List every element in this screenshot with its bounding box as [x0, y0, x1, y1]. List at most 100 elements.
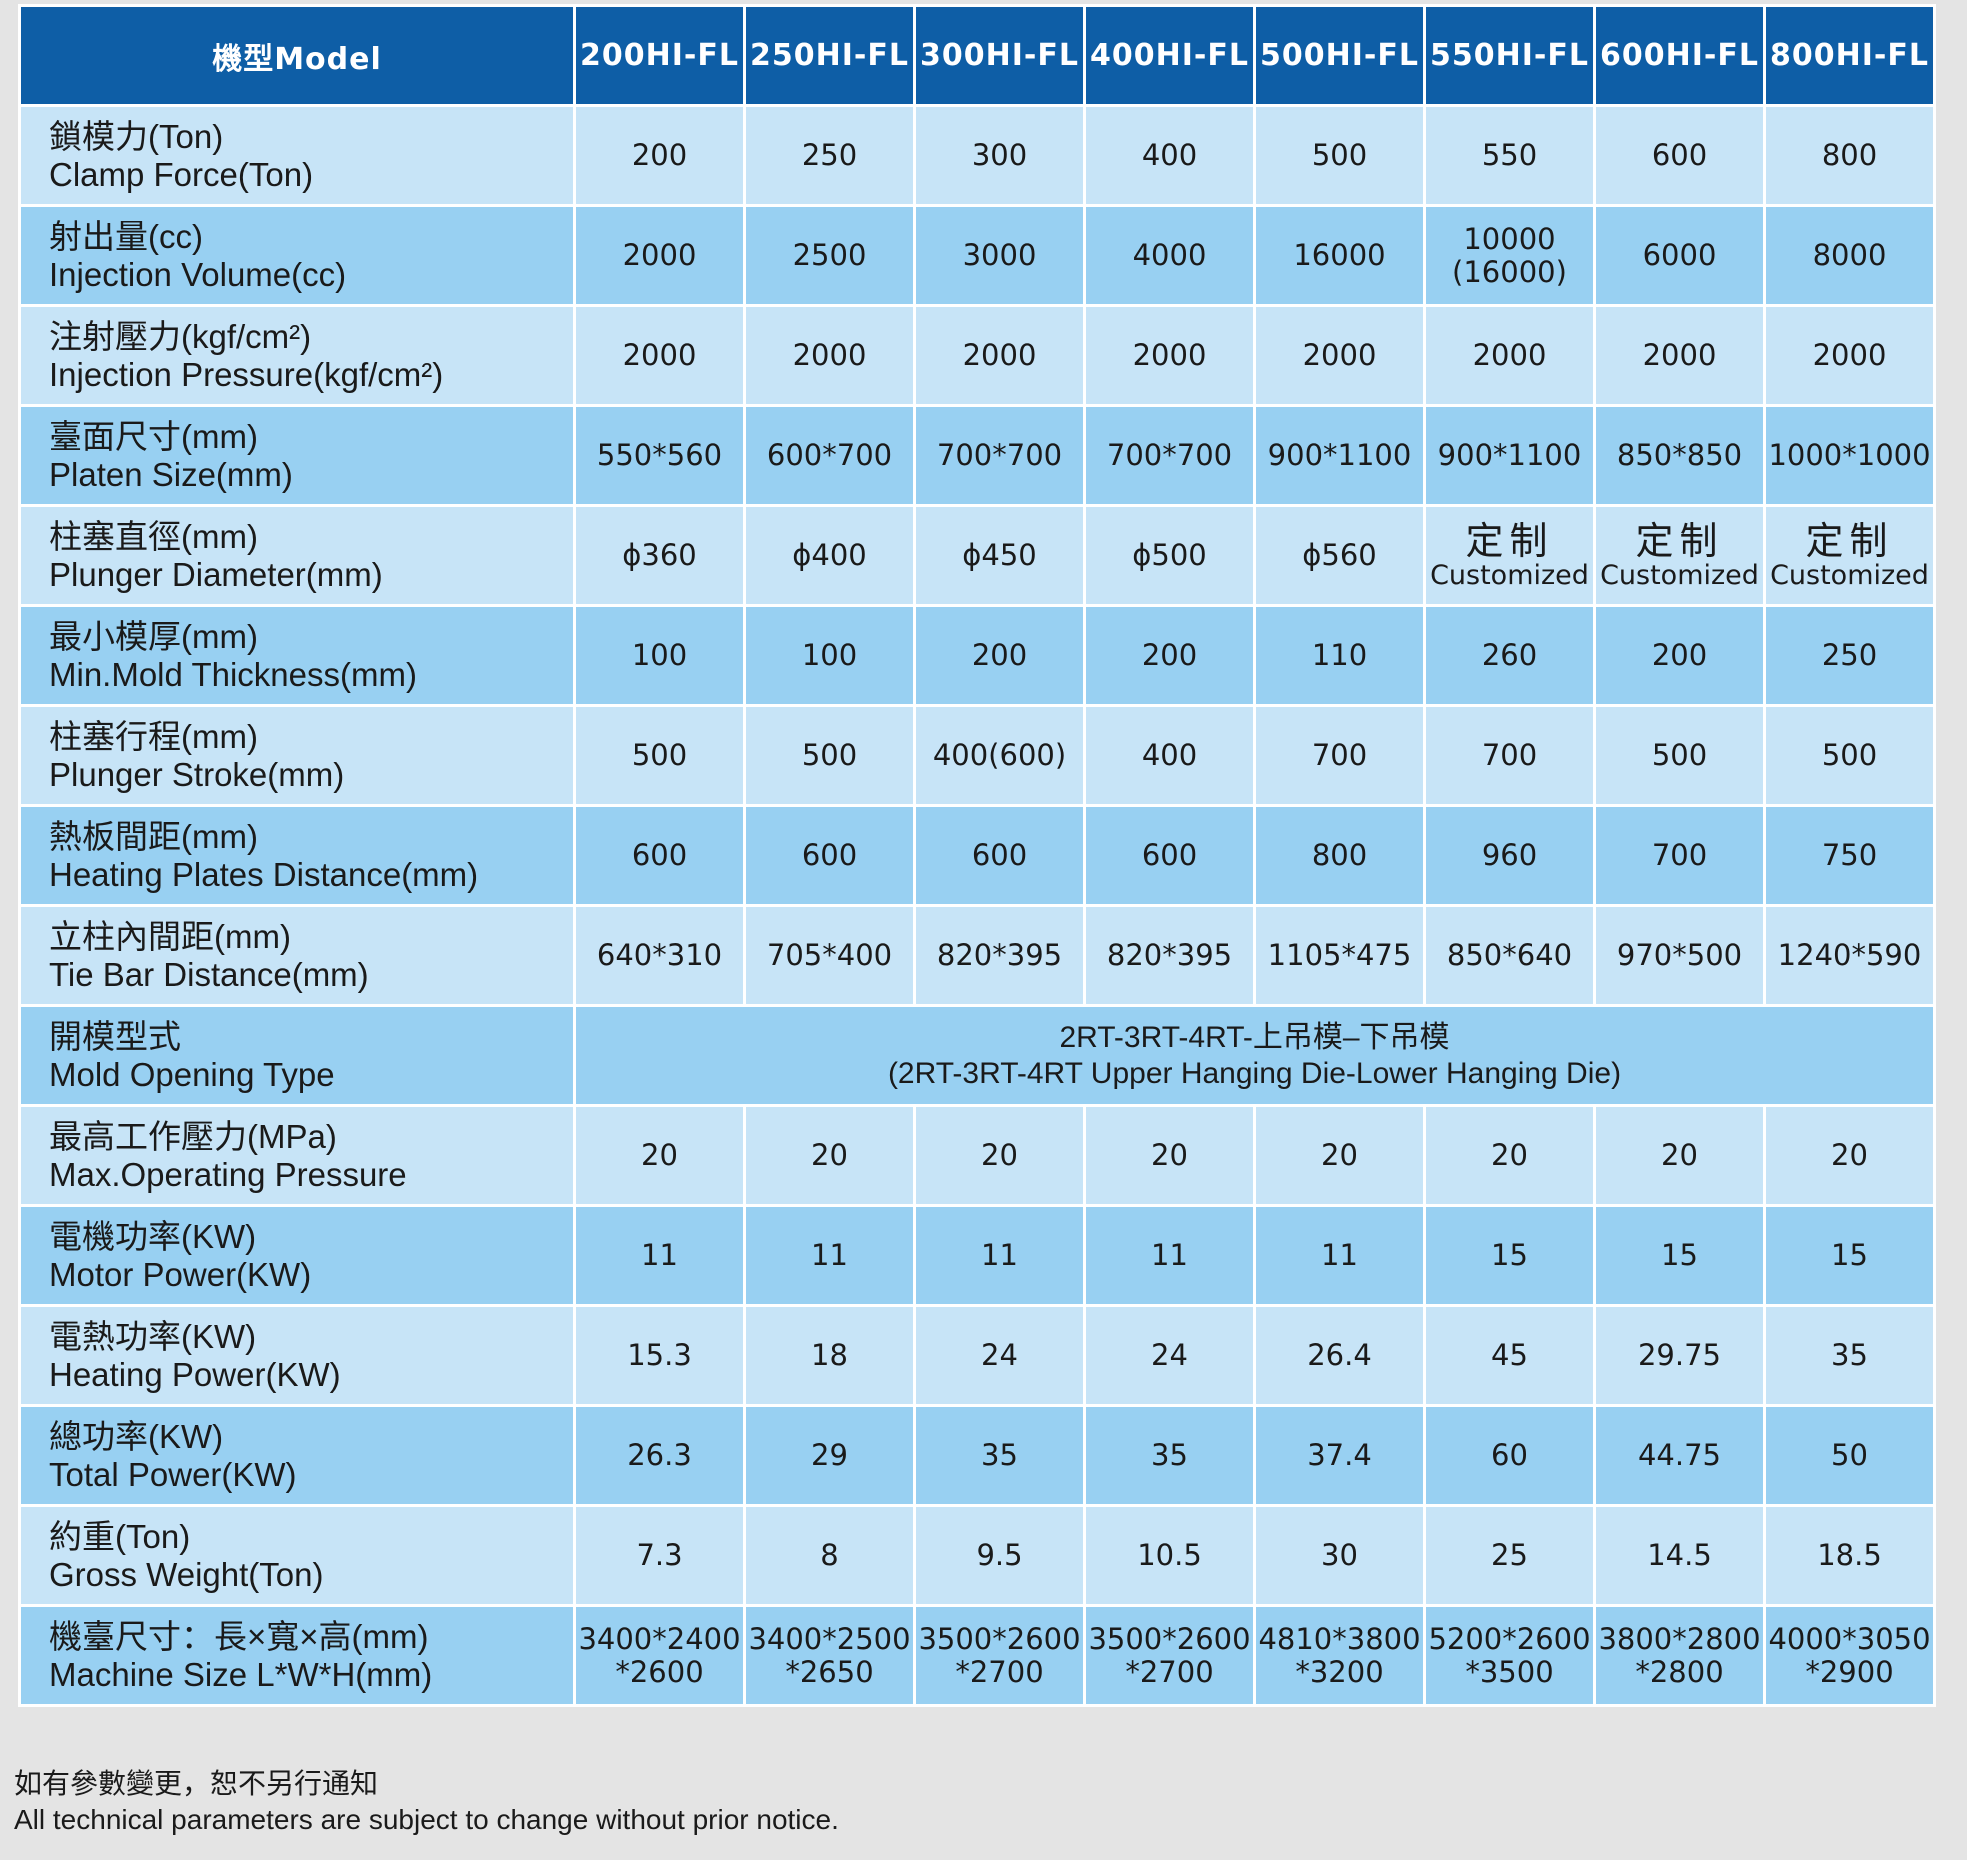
model-header-800hi-fl: 800HI-FL: [1766, 7, 1933, 104]
row-label-en: Min.Mold Thickness(mm): [49, 655, 417, 693]
value-cell: 定制 Customized: [1766, 507, 1933, 604]
value-cell: 300: [916, 107, 1083, 204]
value-cell: 700: [1596, 807, 1763, 904]
value-cell: 35: [916, 1407, 1083, 1504]
value-cell: 60: [1426, 1407, 1593, 1504]
value-cell: 705*400: [746, 907, 913, 1004]
spec-row: 柱塞行程(mm) Plunger Stroke(mm) 500 500 400(600)…: [21, 707, 1933, 804]
value-cell: 500: [746, 707, 913, 804]
value-cell: 20: [746, 1107, 913, 1204]
value-cell: 800: [1766, 107, 1933, 204]
customized-zh: 定制: [1635, 518, 1724, 563]
value-cell: 500: [1766, 707, 1933, 804]
value-cell: 600: [1086, 807, 1253, 904]
spec-row: 總功率(KW) Total Power(KW) 26.3 29 35 35 37.4 60 44…: [21, 1407, 1933, 1504]
value-cell: 18: [746, 1307, 913, 1404]
row-label: 總功率(KW) Total Power(KW): [21, 1407, 573, 1504]
spec-row: 熱板間距(mm) Heating Plates Distance(mm) 600 60…: [21, 807, 1933, 904]
spec-row: 電熱功率(KW) Heating Power(KW) 15.3 18 24 24 26.4 4…: [21, 1307, 1933, 1404]
header-row: 機型Model 200HI-FL 250HI-FL 300HI-FL 400HI-FL…: [21, 7, 1933, 104]
value-cell: 900*1100: [1256, 407, 1423, 504]
value-cell: 7.3: [576, 1507, 743, 1604]
row-label-en: Injection Pressure(kgf/cm²): [49, 355, 444, 393]
value-cell: 3400*2400 *2600: [576, 1607, 743, 1704]
value-cell: 900*1100: [1426, 407, 1593, 504]
row-label-zh: 射出量(cc): [49, 217, 203, 255]
row-label-en: Motor Power(KW): [49, 1255, 312, 1293]
merged-value-cell: 2RT-3RT-4RT-上吊模–下吊模 (2RT-3RT-4RT Upper Ha…: [576, 1007, 1933, 1104]
customized-en: Customized: [1600, 559, 1759, 591]
value-cell: 定制 Customized: [1426, 507, 1593, 604]
value-cell: 1000*1000: [1766, 407, 1933, 504]
value-cell: ϕ560: [1256, 507, 1423, 604]
row-label-zh: 電機功率(KW): [49, 1217, 257, 1255]
row-label: 機臺尺寸：長×寬×高(mm) Machine Size L*W*H(mm): [21, 1607, 573, 1704]
value-cell: 20: [1766, 1107, 1933, 1204]
value-cell: 750: [1766, 807, 1933, 904]
row-label-en: Plunger Diameter(mm): [49, 555, 383, 593]
value-cell: 35: [1766, 1307, 1933, 1404]
value-cell: 250: [746, 107, 913, 204]
value-cell: 2000: [1766, 307, 1933, 404]
value-line: *3500: [1465, 1654, 1554, 1689]
value-line: *2700: [955, 1654, 1044, 1689]
spec-row: 最高工作壓力(MPa) Max.Operating Pressure 20 20 20 2…: [21, 1107, 1933, 1204]
row-label: 柱塞直徑(mm) Plunger Diameter(mm): [21, 507, 573, 604]
value-cell: ϕ450: [916, 507, 1083, 604]
value-cell: 25: [1426, 1507, 1593, 1604]
value-line: (16000): [1452, 254, 1567, 289]
value-cell: 3400*2500 *2650: [746, 1607, 913, 1704]
footnote-zh: 如有參數變更，恕不另行通知: [14, 1768, 379, 1799]
value-cell: 5200*2600 *3500: [1426, 1607, 1593, 1704]
footnote-en: All technical parameters are subject to …: [14, 1804, 839, 1835]
value-cell: ϕ400: [746, 507, 913, 604]
value-cell: 29: [746, 1407, 913, 1504]
spec-row: 射出量(cc) Injection Volume(cc) 2000 2500 3000 4…: [21, 207, 1933, 304]
value-cell: 200: [916, 607, 1083, 704]
value-cell: 500: [1256, 107, 1423, 204]
value-line: 3400*2500: [748, 1621, 911, 1656]
value-cell: 15: [1766, 1207, 1933, 1304]
row-label: 熱板間距(mm) Heating Plates Distance(mm): [21, 807, 573, 904]
value-cell: 20: [1426, 1107, 1593, 1204]
value-cell: 4000: [1086, 207, 1253, 304]
row-label-zh: 最高工作壓力(MPa): [49, 1117, 337, 1155]
value-line: *2600: [615, 1654, 704, 1689]
value-cell: 16000: [1256, 207, 1423, 304]
value-cell: 970*500: [1596, 907, 1763, 1004]
value-cell: 200: [1086, 607, 1253, 704]
value-line: 3800*2800: [1598, 1621, 1761, 1656]
spec-row: 臺面尺寸(mm) Platen Size(mm) 550*560 600*700 700…: [21, 407, 1933, 504]
spec-row: 電機功率(KW) Motor Power(KW) 11 11 11 11 11 15 15 15: [21, 1207, 1933, 1304]
model-header-400hi-fl: 400HI-FL: [1086, 7, 1253, 104]
row-label-en: Max.Operating Pressure: [49, 1155, 407, 1193]
row-label: 最高工作壓力(MPa) Max.Operating Pressure: [21, 1107, 573, 1204]
value-cell: 9.5: [916, 1507, 1083, 1604]
value-cell: 960: [1426, 807, 1593, 904]
value-cell: 600: [576, 807, 743, 904]
model-header-200hi-fl: 200HI-FL: [576, 7, 743, 104]
value-cell: 200: [1596, 607, 1763, 704]
customized-zh: 定制: [1805, 518, 1894, 563]
value-cell: ϕ500: [1086, 507, 1253, 604]
value-line: *2700: [1125, 1654, 1214, 1689]
value-cell: 700*700: [916, 407, 1083, 504]
row-label-en: Clamp Force(Ton): [49, 155, 314, 193]
value-cell: 820*395: [916, 907, 1083, 1004]
row-label: 電機功率(KW) Motor Power(KW): [21, 1207, 573, 1304]
row-label: 注射壓力(kgf/cm²) Injection Pressure(kgf/cm²): [21, 307, 573, 404]
value-cell: 1240*590: [1766, 907, 1933, 1004]
value-cell: 2000: [746, 307, 913, 404]
value-cell: 400: [1086, 107, 1253, 204]
row-label: 臺面尺寸(mm) Platen Size(mm): [21, 407, 573, 504]
row-label-en: Platen Size(mm): [49, 455, 293, 493]
customized-en: Customized: [1430, 559, 1589, 591]
value-cell: 11: [1086, 1207, 1253, 1304]
value-cell: 700*700: [1086, 407, 1253, 504]
model-header-label: 機型Model: [21, 7, 573, 104]
value-cell: 100: [746, 607, 913, 704]
row-label: 立柱內間距(mm) Tie Bar Distance(mm): [21, 907, 573, 1004]
value-cell: 11: [916, 1207, 1083, 1304]
value-line: *3200: [1295, 1654, 1384, 1689]
value-cell: 4000*3050 *2900: [1766, 1607, 1933, 1704]
